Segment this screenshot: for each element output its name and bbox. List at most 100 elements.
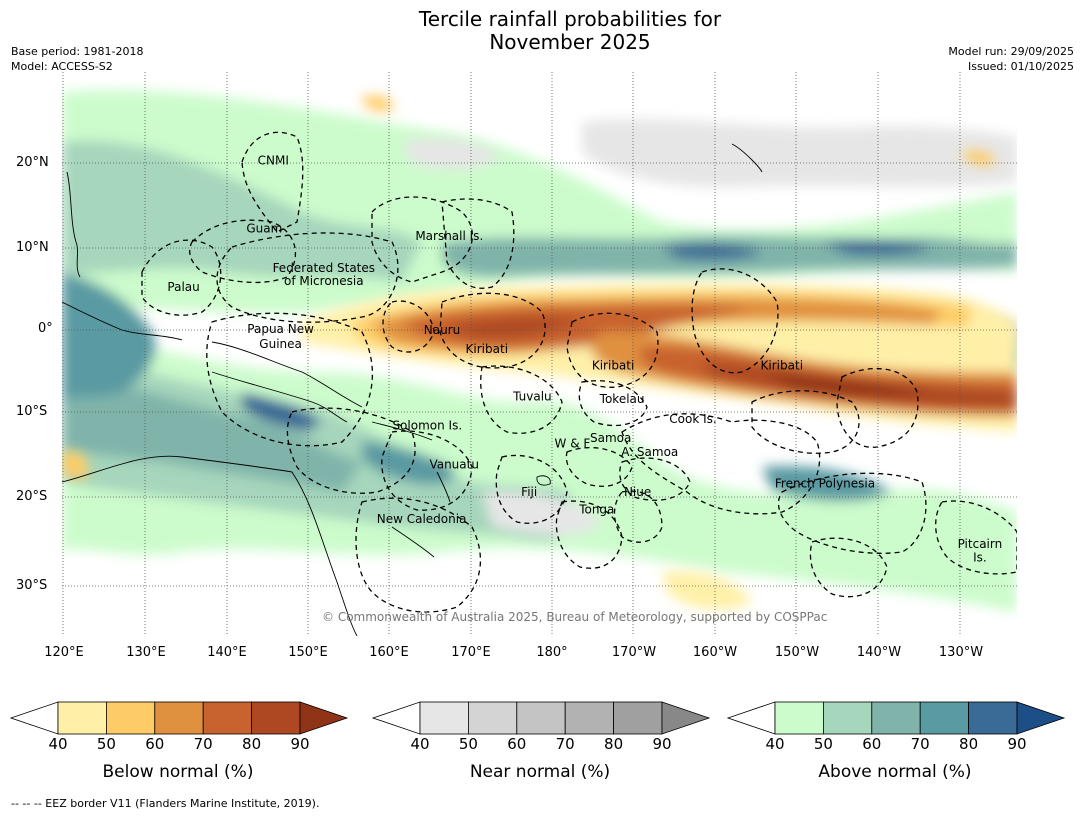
issued-date: Issued: 01/10/2025	[967, 60, 1074, 73]
colorbar-below-tick: 40	[48, 735, 68, 753]
region-label: Marshall Is.	[415, 229, 483, 243]
australia-coast	[62, 455, 358, 636]
colorbar-near-normal	[372, 701, 711, 735]
colorbar-label-below: Below normal (%)	[102, 762, 254, 782]
colorbar-near-segment	[419, 701, 469, 735]
eez-cook-north	[751, 390, 860, 454]
lon-tick-120e: 120°E	[44, 645, 84, 660]
colorbar-label-near: Near normal (%)	[469, 762, 611, 782]
colorbar-below-segment	[106, 701, 156, 735]
region-label: Cook Is.	[669, 412, 716, 426]
new-guinea-coast	[211, 341, 363, 408]
eez-marshall-lower	[441, 198, 515, 289]
lat-tick-10s: 10°S	[16, 404, 48, 419]
colorbar-above-tick: 60	[862, 735, 882, 753]
philippines-coast	[66, 171, 81, 278]
colorbar-near-tick: 50	[458, 735, 478, 753]
meta-left: Base period: 1981-2018 Model: ACCESS-S2	[11, 44, 143, 74]
eez-guam	[189, 219, 296, 284]
eez-samoa	[619, 457, 691, 501]
graticule	[62, 72, 1017, 636]
lat-tick-10n: 10°N	[16, 240, 49, 255]
meta-right: Model run: 29/09/2025 Issued: 01/10/2025	[948, 44, 1074, 74]
lon-tick-170w: 170°W	[611, 645, 657, 660]
borneo-coast	[62, 301, 183, 341]
colorbar-below-tick: 90	[290, 735, 310, 753]
eez-tokelau	[578, 380, 648, 427]
lon-tick-140e: 140°E	[207, 645, 247, 660]
colorbar-near-max-extend	[661, 701, 711, 735]
colorbar-above-segment	[871, 701, 921, 735]
region-label: Kiribati	[761, 359, 803, 373]
colorbar-below-tick: 80	[242, 735, 262, 753]
solomon-coast	[371, 421, 433, 441]
lon-tick-130e: 130°E	[126, 645, 166, 660]
colorbar-near-segment	[468, 701, 518, 735]
new-caledonia-coast	[391, 526, 435, 558]
colorbar-above-tick: 50	[813, 735, 833, 753]
model-run: Model run: 29/09/2025	[948, 45, 1074, 58]
lat-tick-20s: 20°S	[16, 489, 48, 504]
colorbar-below-segment	[202, 701, 252, 735]
colorbar-above-tick: 80	[959, 735, 979, 753]
colorbar-above-tick: 90	[1007, 735, 1027, 753]
colorbar-below-segment	[154, 701, 204, 735]
vanuatu-coast	[436, 471, 451, 503]
region-label: CNMI	[258, 154, 289, 168]
below-normal-field	[62, 95, 1017, 610]
colorbar-near-tick: 90	[652, 735, 672, 753]
colorbar-near-tick: 80	[604, 735, 624, 753]
eez-kiribati-gilbert	[439, 292, 546, 369]
region-label: Guam	[246, 222, 282, 236]
hawaii-coast	[731, 143, 763, 173]
region-label: Nauru	[424, 323, 460, 337]
region-label: Tonga	[578, 502, 614, 516]
colorbar-near-tick: 60	[507, 735, 527, 753]
region-label: Federated States	[273, 261, 375, 275]
coastlines	[62, 143, 763, 636]
region-label: Samoa	[590, 431, 631, 445]
colorbar-near-min-extend	[372, 701, 421, 735]
lat-tick-30s: 30°S	[16, 578, 48, 593]
lon-tick-160w: 160°W	[692, 645, 738, 660]
colorbar-above-tick: 40	[765, 735, 785, 753]
region-label: A. Samoa	[621, 445, 678, 459]
eez-vanuatu	[381, 430, 473, 511]
eez-kiribati-line	[691, 268, 779, 374]
lat-tick-0: 0°	[38, 321, 53, 336]
lon-tick-170e: 170°E	[451, 645, 491, 660]
eez-french-polynesia-north	[836, 367, 919, 448]
colorbar-below-max-extend	[299, 701, 349, 735]
region-label: Kiribati	[592, 359, 634, 373]
region-label: New Caledonia	[377, 512, 467, 526]
lon-tick-150w: 150°W	[774, 645, 820, 660]
base-period: Base period: 1981-2018	[11, 45, 144, 58]
eez-borders	[141, 131, 1017, 613]
eez-new-caledonia	[355, 497, 482, 613]
region-label: Kiribati	[466, 342, 508, 356]
eez-cook	[621, 413, 821, 515]
title-line-2: November 2025	[489, 30, 651, 54]
lat-tick-20n: 20°N	[16, 155, 49, 170]
copyright-notice: © Commonwealth of Australia 2025, Bureau…	[322, 610, 827, 624]
eez-fiji	[495, 454, 568, 524]
new-guinea-south-coast	[211, 371, 348, 423]
region-label: Pitcairn	[958, 537, 1003, 551]
eez-tonga	[555, 500, 623, 569]
eez-nauru	[382, 300, 435, 353]
region-label: Palau	[167, 280, 199, 294]
colorbar-below-tick: 60	[145, 735, 165, 753]
colorbar-near-segment	[613, 701, 663, 735]
eez-wallis-futuna	[565, 447, 633, 487]
region-label: Fiji	[521, 485, 537, 499]
eez-niue	[613, 490, 663, 543]
lon-tick-130w: 130°W	[938, 645, 984, 660]
colorbar-near-tick: 40	[410, 735, 430, 753]
colorbar-label-above: Above normal (%)	[818, 762, 972, 782]
eez-cnmi	[241, 131, 304, 233]
region-label: W & F	[555, 437, 591, 451]
eez-solomon	[286, 407, 416, 494]
region-label: Guinea	[259, 337, 302, 351]
eez-french-polynesia-south	[809, 537, 888, 598]
colorbar-above-segment	[919, 701, 969, 735]
